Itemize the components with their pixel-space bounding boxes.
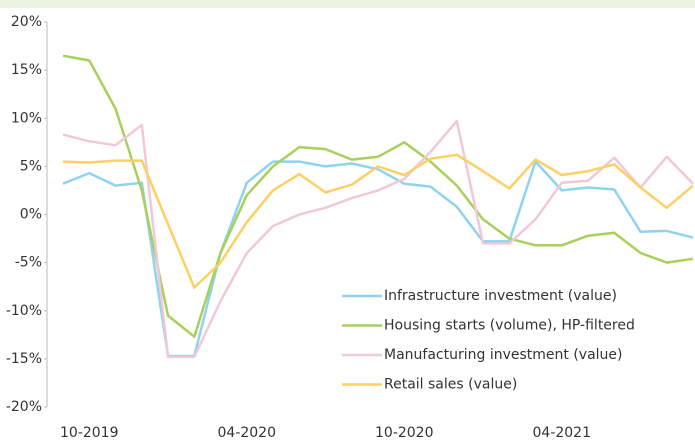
series-line <box>62 119 694 359</box>
y-tick-label: -10% <box>6 303 42 319</box>
y-tick-label: 0% <box>20 207 42 223</box>
legend-label: Housing starts (volume), HP-filtered <box>384 318 635 334</box>
y-tick-label: -15% <box>6 351 42 367</box>
top-band <box>0 0 695 8</box>
x-tick-label: 04-2021 <box>533 425 592 441</box>
series-line <box>62 153 694 289</box>
y-tick-label: 20% <box>11 14 42 30</box>
legend-label: Retail sales (value) <box>384 377 517 393</box>
legend-label: Manufacturing investment (value) <box>384 347 623 363</box>
x-tick-label: 04-2020 <box>218 425 277 441</box>
y-tick-label: -20% <box>6 399 42 415</box>
legend-label: Infrastructure investment (value) <box>384 288 617 304</box>
y-tick-label: 15% <box>11 62 42 78</box>
y-tick-label: 10% <box>11 110 42 126</box>
series-line <box>62 54 694 338</box>
y-tick-label: 5% <box>20 158 42 174</box>
x-tick-label: 10-2020 <box>375 425 434 441</box>
x-tick-label: 10-2019 <box>60 425 119 441</box>
y-tick-label: -5% <box>15 255 42 271</box>
